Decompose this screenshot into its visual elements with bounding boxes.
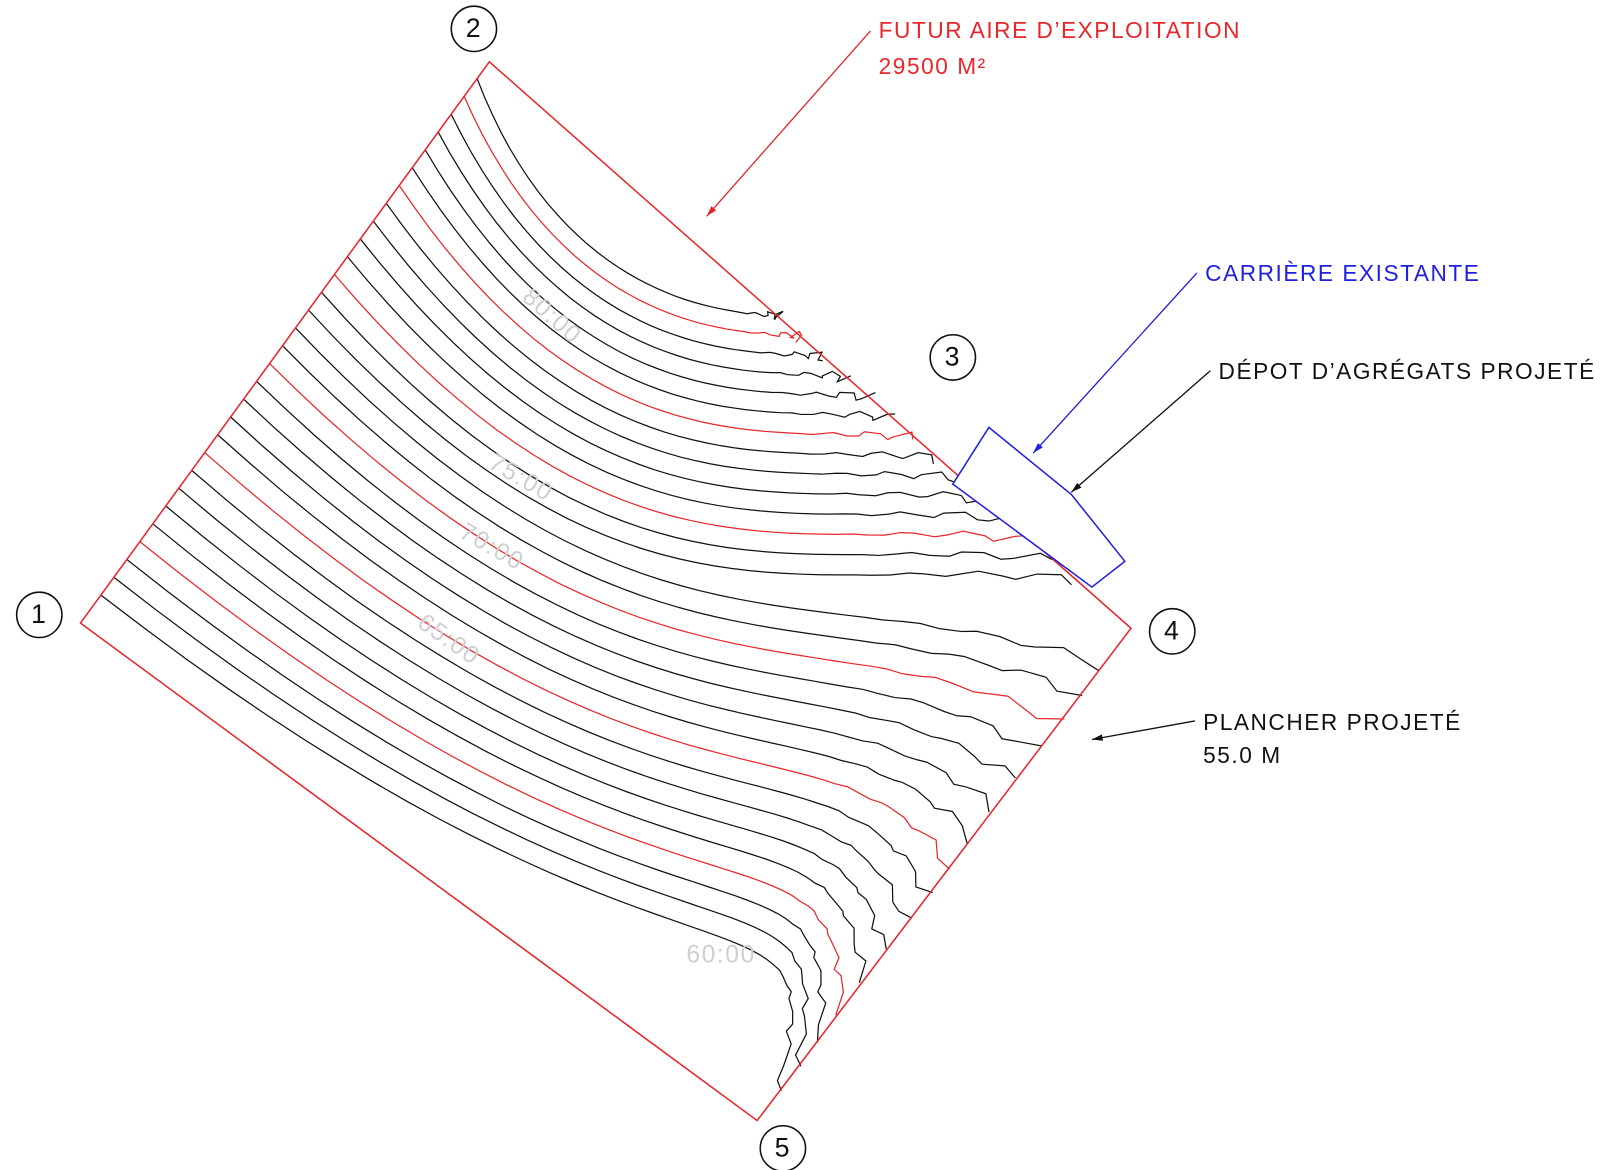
- annotation-title: PLANCHER PROJETÉ: [1203, 709, 1462, 735]
- annotation: DÉPOT D’AGRÉGATS PROJETÉ: [1219, 358, 1596, 384]
- contour-line: [346, 256, 1014, 522]
- leader: [1070, 370, 1211, 493]
- contour-line: [463, 96, 803, 343]
- contour-line: [256, 380, 1043, 747]
- contour-line: [334, 274, 1035, 542]
- leader: [706, 30, 871, 217]
- contour-line: [398, 185, 914, 441]
- point-markers: [15, 5, 1196, 1170]
- contour-line: [113, 576, 809, 1067]
- contour-line: [191, 469, 933, 894]
- contour-line: [269, 363, 1065, 720]
- contour-line: [126, 558, 827, 1043]
- contour-label: 80:00: [517, 283, 587, 350]
- point-circle: [15, 591, 63, 639]
- contour-line: [230, 416, 990, 813]
- contour-line: [359, 238, 988, 504]
- contour-line: [308, 309, 1072, 586]
- contour-line: [295, 327, 1100, 672]
- contour-line: [139, 541, 844, 1016]
- contour-line: [424, 149, 876, 401]
- contour-line: [217, 434, 968, 844]
- contour-line: [437, 131, 852, 383]
- point-label: 2: [466, 13, 482, 43]
- contour-line: [165, 505, 887, 950]
- contour-line: [450, 113, 823, 362]
- contour-line: [385, 202, 935, 465]
- contour-line: [282, 345, 1083, 697]
- leader: [1091, 720, 1195, 741]
- contour-line: [372, 220, 960, 485]
- contours: [100, 78, 1100, 1092]
- annotation-elevation: 55.0 M: [1203, 742, 1282, 768]
- contour-line: [204, 452, 951, 870]
- annotation: CARRIÈRE EXISTANTE: [1205, 260, 1480, 286]
- point-circle: [450, 5, 498, 53]
- contour-line: [411, 167, 896, 422]
- contour-line: [152, 523, 867, 984]
- point-label: 3: [945, 341, 961, 371]
- point-label: 5: [775, 1132, 791, 1162]
- exploitation-boundary: [79, 60, 1133, 1122]
- point-label: 1: [31, 599, 47, 629]
- point-label: 4: [1164, 615, 1180, 645]
- contour-line: [100, 594, 794, 1092]
- contour-label: 75:00: [484, 449, 558, 507]
- contour-line: [321, 291, 1053, 561]
- contour-line: [476, 78, 784, 320]
- contour-line: [178, 487, 913, 919]
- contour-line: [243, 398, 1016, 779]
- point-circle: [759, 1124, 807, 1170]
- contour-label: 65:00: [413, 609, 485, 671]
- leader: [1032, 272, 1198, 454]
- annotation-area: 29500 M²: [879, 53, 987, 79]
- existing-quarry: [951, 426, 1126, 589]
- point-circle: [1148, 607, 1196, 655]
- annotation-title: FUTUR AIRE D’EXPLOITATION: [879, 17, 1241, 43]
- contour-label: 70:00: [455, 518, 529, 576]
- contour-label: 60:00: [686, 941, 756, 968]
- point-circle: [929, 333, 977, 381]
